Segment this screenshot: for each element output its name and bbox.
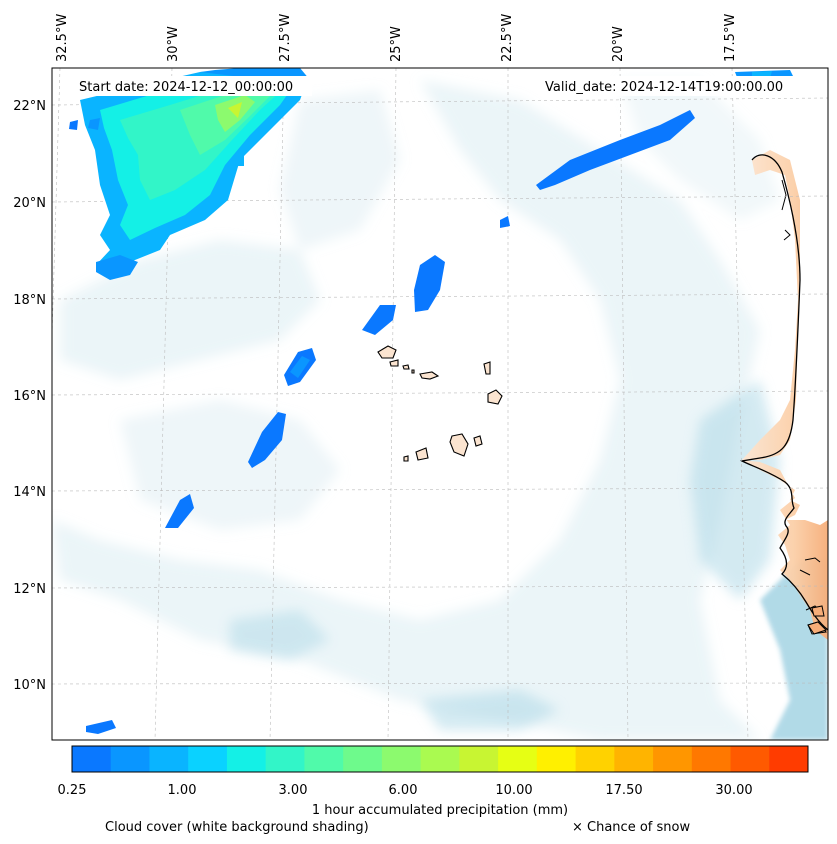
latitude-labels: 22°N 20°N 18°N 16°N 14°N 12°N 10°N bbox=[13, 99, 46, 693]
colorbar-title: 1 hour accumulated precipitation (mm) bbox=[312, 803, 568, 818]
lat-label: 20°N bbox=[13, 196, 46, 211]
coastline bbox=[739, 154, 828, 631]
start-date-label: Start date: 2024-12-12_00:00:00 bbox=[79, 80, 293, 95]
cape-verde-islands bbox=[377, 345, 503, 462]
colorbar-swatch bbox=[691, 746, 732, 772]
lon-label: 22.5°W bbox=[500, 14, 515, 62]
colorbar-swatch bbox=[72, 746, 112, 772]
lat-label: 12°N bbox=[13, 582, 46, 597]
colorbar-swatch bbox=[149, 746, 189, 772]
cloud-cover-legend: Cloud cover (white background shading) bbox=[105, 820, 369, 835]
colorbar-swatch bbox=[769, 746, 809, 772]
colorbar-frame bbox=[71, 745, 809, 773]
colorbar-ticks: 0.25 1.00 3.00 6.00 10.00 17.50 30.00 bbox=[58, 783, 753, 798]
map-frame bbox=[51, 67, 829, 741]
colorbar-swatch bbox=[188, 746, 228, 772]
colorbar-swatch bbox=[343, 746, 383, 772]
colorbar bbox=[72, 746, 809, 772]
valid-date-box bbox=[538, 76, 806, 96]
colorbar-swatch bbox=[536, 746, 577, 772]
africa-landmass bbox=[742, 150, 828, 640]
colorbar-swatch bbox=[614, 746, 654, 772]
lat-label: 16°N bbox=[13, 389, 46, 404]
lon-label: 32.5°W bbox=[55, 14, 70, 62]
precip-cells bbox=[86, 255, 445, 734]
coastline-detail bbox=[781, 179, 827, 635]
precip-cell-cores bbox=[290, 356, 310, 378]
lon-label: 20°W bbox=[611, 26, 626, 62]
colorbar-tick-label: 3.00 bbox=[279, 783, 308, 798]
colorbar-swatch bbox=[730, 746, 770, 772]
cloud-cover-dense bbox=[230, 380, 828, 740]
colorbar-swatch bbox=[226, 746, 267, 772]
lat-label: 18°N bbox=[13, 293, 46, 308]
lon-label: 25°W bbox=[389, 26, 404, 62]
colorbar-tick-label: 10.00 bbox=[495, 783, 532, 798]
colorbar-swatch bbox=[110, 746, 150, 772]
lon-label: 27.5°W bbox=[278, 14, 293, 62]
colorbar-tick-label: 0.25 bbox=[58, 783, 87, 798]
colorbar-tick-label: 6.00 bbox=[389, 783, 418, 798]
lon-label: 17.5°W bbox=[723, 14, 738, 62]
colorbar-swatch bbox=[498, 746, 538, 772]
colorbar-swatch bbox=[459, 746, 499, 772]
longitude-labels: 32.5°W 30°W 27.5°W 25°W 22.5°W 20°W 17.5… bbox=[55, 14, 738, 62]
start-date-box bbox=[72, 76, 312, 96]
lat-label: 14°N bbox=[13, 485, 46, 500]
precip-nw-band bbox=[69, 68, 310, 280]
snow-legend: × Chance of snow bbox=[572, 820, 690, 835]
coastal-island bbox=[807, 621, 827, 635]
colorbar-tick-label: 30.00 bbox=[715, 783, 752, 798]
colorbar-swatch bbox=[381, 746, 422, 772]
colorbar-swatch bbox=[265, 746, 305, 772]
colorbar-swatch bbox=[420, 746, 460, 772]
lat-label: 10°N bbox=[13, 678, 46, 693]
colorbar-swatch bbox=[653, 746, 693, 772]
lat-label: 22°N bbox=[13, 99, 46, 114]
colorbar-swatch bbox=[304, 746, 344, 772]
valid-date-label: Valid_date: 2024-12-14T19:00:00.00 bbox=[545, 80, 783, 95]
lon-label: 30°W bbox=[166, 26, 181, 62]
colorbar-tick-label: 1.00 bbox=[168, 783, 197, 798]
colorbar-swatch bbox=[575, 746, 615, 772]
colorbar-tick-label: 17.50 bbox=[605, 783, 642, 798]
map-content: Start date: 2024-12-12_00:00:00 Valid_da… bbox=[52, 68, 828, 740]
graticule bbox=[52, 68, 828, 740]
coastal-island-2 bbox=[811, 605, 825, 617]
